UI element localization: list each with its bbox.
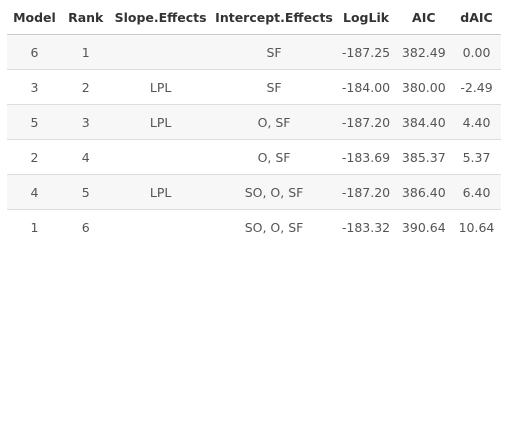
table-header-row: Model Rank Slope.Effects Intercept.Effec…: [7, 0, 501, 35]
table-row: 6 1 SF -187.25 382.49 0.00: [7, 34, 501, 70]
column-header-model: Model: [7, 0, 62, 35]
cell-daic: 5.37: [452, 139, 501, 175]
cell-aic: 386.40: [395, 174, 452, 210]
cell-aic: 382.49: [395, 34, 452, 70]
cell-slope-effects: LPL: [109, 174, 212, 210]
cell-loglik: -183.32: [336, 209, 396, 244]
cell-intercept-effects: O, SF: [211, 104, 337, 140]
column-header-rank: Rank: [61, 0, 110, 35]
table-row: 3 2 LPL SF -184.00 380.00 -2.49: [7, 69, 501, 105]
cell-rank: 4: [61, 139, 110, 175]
table-row: 4 5 LPL SO, O, SF -187.20 386.40 6.40: [7, 174, 501, 210]
cell-rank: 1: [61, 34, 110, 70]
cell-rank: 5: [61, 174, 110, 210]
cell-aic: 385.37: [395, 139, 452, 175]
model-comparison-table: Model Rank Slope.Effects Intercept.Effec…: [7, 0, 501, 244]
cell-daic: -2.49: [452, 69, 501, 105]
cell-rank: 2: [61, 69, 110, 105]
cell-daic: 6.40: [452, 174, 501, 210]
cell-slope-effects: [109, 139, 212, 175]
cell-model: 1: [7, 209, 62, 244]
cell-slope-effects: [109, 34, 212, 70]
cell-intercept-effects: SF: [211, 69, 337, 105]
cell-aic: 390.64: [395, 209, 452, 244]
column-header-slope-effects: Slope.Effects: [109, 0, 212, 35]
cell-intercept-effects: O, SF: [211, 139, 337, 175]
cell-daic: 0.00: [452, 34, 501, 70]
cell-intercept-effects: SO, O, SF: [211, 174, 337, 210]
cell-daic: 4.40: [452, 104, 501, 140]
cell-slope-effects: LPL: [109, 69, 212, 105]
cell-loglik: -187.20: [336, 104, 396, 140]
column-header-intercept-effects: Intercept.Effects: [211, 0, 337, 35]
cell-model: 3: [7, 69, 62, 105]
cell-loglik: -187.25: [336, 34, 396, 70]
cell-rank: 6: [61, 209, 110, 244]
cell-slope-effects: LPL: [109, 104, 212, 140]
table-row: 5 3 LPL O, SF -187.20 384.40 4.40: [7, 104, 501, 140]
cell-model: 5: [7, 104, 62, 140]
column-header-daic: dAIC: [452, 0, 501, 35]
cell-model: 2: [7, 139, 62, 175]
cell-intercept-effects: SO, O, SF: [211, 209, 337, 244]
table-row: 1 6 SO, O, SF -183.32 390.64 10.64: [7, 209, 501, 244]
cell-model: 6: [7, 34, 62, 70]
column-header-aic: AIC: [395, 0, 452, 35]
cell-loglik: -184.00: [336, 69, 396, 105]
cell-loglik: -183.69: [336, 139, 396, 175]
cell-loglik: -187.20: [336, 174, 396, 210]
cell-intercept-effects: SF: [211, 34, 337, 70]
cell-aic: 384.40: [395, 104, 452, 140]
cell-model: 4: [7, 174, 62, 210]
column-header-loglik: LogLik: [336, 0, 396, 35]
table-row: 2 4 O, SF -183.69 385.37 5.37: [7, 139, 501, 175]
cell-slope-effects: [109, 209, 212, 244]
cell-aic: 380.00: [395, 69, 452, 105]
cell-rank: 3: [61, 104, 110, 140]
cell-daic: 10.64: [452, 209, 501, 244]
